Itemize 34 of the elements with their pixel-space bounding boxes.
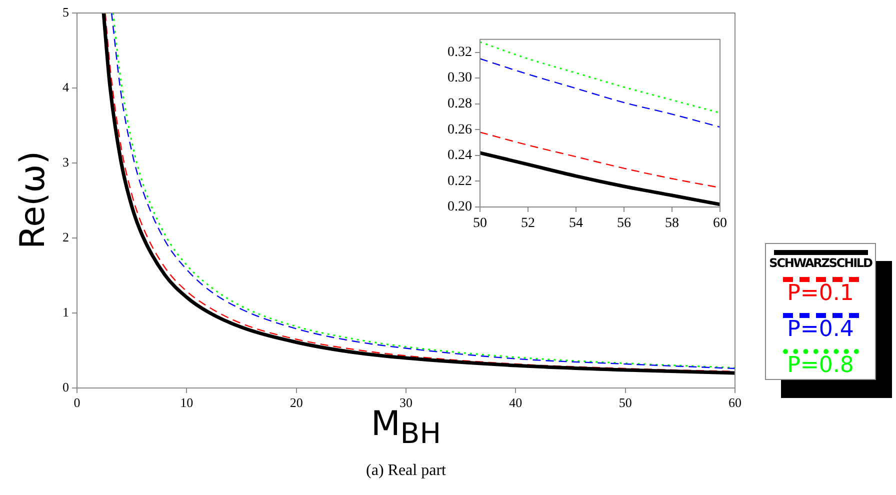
x-tick-label: 50: [473, 216, 487, 232]
line-series: [480, 41, 720, 114]
legend-label: P=0.8: [787, 352, 854, 378]
y-tick-label: 0.20: [448, 200, 472, 215]
x-tick-label: 60: [728, 395, 742, 410]
legend-label: P=0.1: [787, 281, 854, 306]
y-tick-label: 0.30: [448, 70, 472, 86]
x-tick-label: 60: [713, 216, 727, 232]
y-tick-label: 5: [62, 4, 69, 20]
x-tick-label: 50: [618, 395, 632, 410]
y-tick-label: 3: [62, 154, 69, 170]
line-series: [480, 58, 720, 128]
y-tick-label: 0.22: [448, 174, 472, 189]
x-tick-label: 0: [74, 395, 80, 410]
y-tick-label: 1: [62, 304, 69, 320]
legend-label: P=0.4: [787, 316, 854, 342]
y-tick-label: 4: [62, 79, 70, 94]
y-axis-title: Re(ω): [13, 150, 53, 250]
text: (a) Real part: [366, 462, 446, 480]
y-tick-label: 0.28: [448, 96, 472, 112]
x-tick-label: 52: [521, 216, 535, 232]
line-series: [480, 151, 720, 206]
x-tick-label: 10: [180, 395, 194, 410]
y-tick-label: 2: [62, 229, 69, 244]
y-tick-label: 0.26: [448, 122, 472, 138]
x-tick-label: 56: [617, 216, 631, 232]
x-tick-label: 54: [569, 216, 583, 232]
y-tick-label: 0.24: [448, 148, 472, 164]
x-tick-label: 20: [290, 395, 303, 410]
x-tick-label: 58: [665, 216, 679, 232]
y-tick-label: 0: [62, 379, 69, 394]
x-tick-label: 40: [509, 395, 522, 410]
y-tick-label: 0.32: [448, 44, 472, 60]
text: SCHWARZSCHILD: [769, 256, 872, 270]
